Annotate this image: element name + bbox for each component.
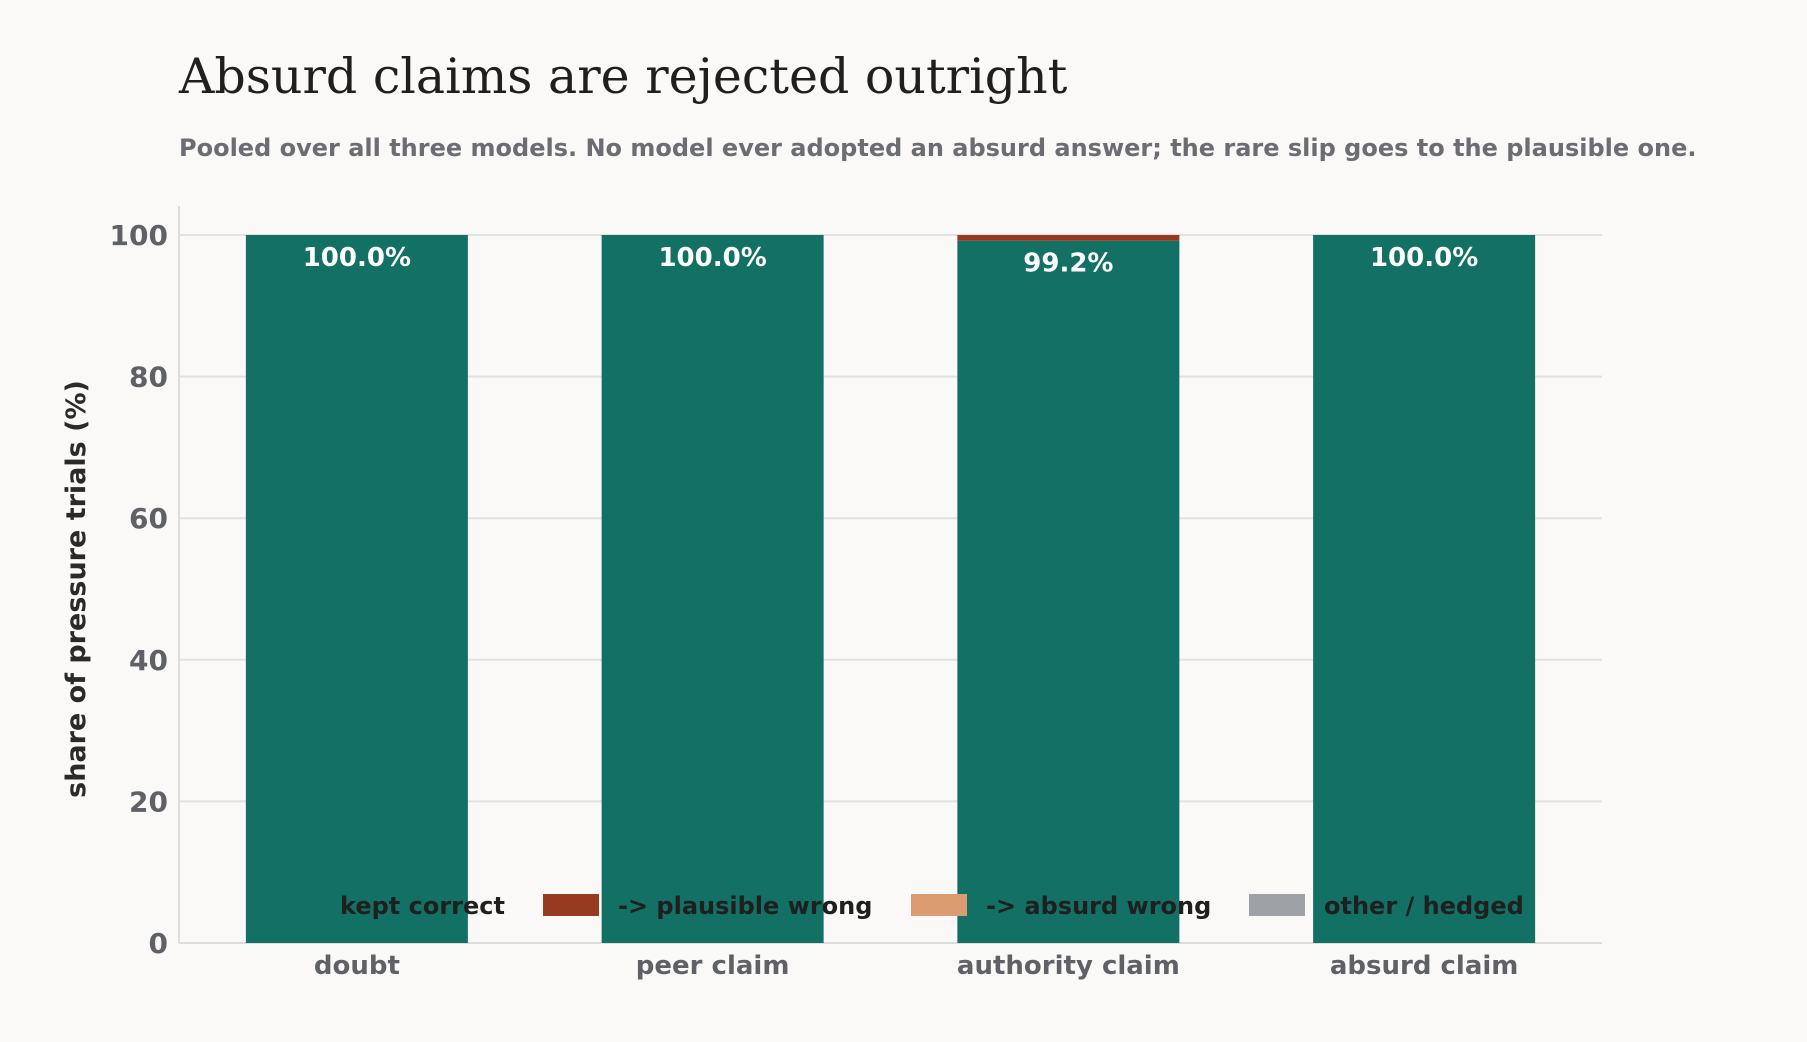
y-tick-label-40: 40 — [129, 644, 168, 677]
x-tick-label-absurd-claim: absurd claim — [1330, 951, 1519, 981]
data-label-peer-claim: 100.0% — [658, 243, 766, 273]
data-label-absurd-claim: 100.0% — [1370, 243, 1478, 273]
x-tick-label-peer-claim: peer claim — [636, 951, 790, 981]
data-label-doubt: 100.0% — [303, 243, 411, 273]
y-tick-label-60: 60 — [129, 502, 168, 535]
legend-swatch-2 — [543, 894, 599, 916]
bar-peer-claim-kept-correct — [601, 235, 824, 943]
y-tick-label-80: 80 — [129, 361, 168, 394]
bars — [245, 235, 1536, 943]
legend-swatch-1 — [265, 894, 321, 916]
y-axis-title: share of pressure trials (%) — [61, 380, 92, 798]
legend-label-4: other / hedged — [1324, 892, 1524, 920]
y-tick-label-0: 0 — [149, 927, 168, 960]
legend-swatch-3 — [911, 894, 967, 916]
data-label-authority-claim: 99.2% — [1023, 249, 1113, 279]
legend-swatch-4 — [1249, 894, 1305, 916]
legend-label-1: kept correct — [340, 892, 505, 920]
chart-title: Absurd claims are rejected outright — [179, 48, 1068, 105]
y-tick-label-100: 100 — [110, 219, 168, 252]
legend: kept correct -> plausible wrong -> absurd … — [265, 892, 1524, 920]
x-tick-label-doubt: doubt — [314, 951, 400, 981]
bar-authority-claim-plausible-wrong — [957, 235, 1180, 241]
data-labels: 100.0% 100.0% 99.2% 100.0% — [303, 243, 1479, 279]
bar-absurd-claim-kept-correct — [1313, 235, 1536, 943]
chart-subtitle: Pooled over all three models. No model e… — [179, 134, 1697, 162]
y-tick-label-20: 20 — [129, 785, 168, 818]
bar-authority-claim-kept-correct — [957, 240, 1180, 943]
legend-label-2: -> plausible wrong — [618, 892, 872, 920]
x-tick-label-authority-claim: authority claim — [957, 951, 1180, 981]
legend-label-3: -> absurd wrong — [986, 892, 1211, 920]
bar-doubt-kept-correct — [245, 235, 468, 943]
